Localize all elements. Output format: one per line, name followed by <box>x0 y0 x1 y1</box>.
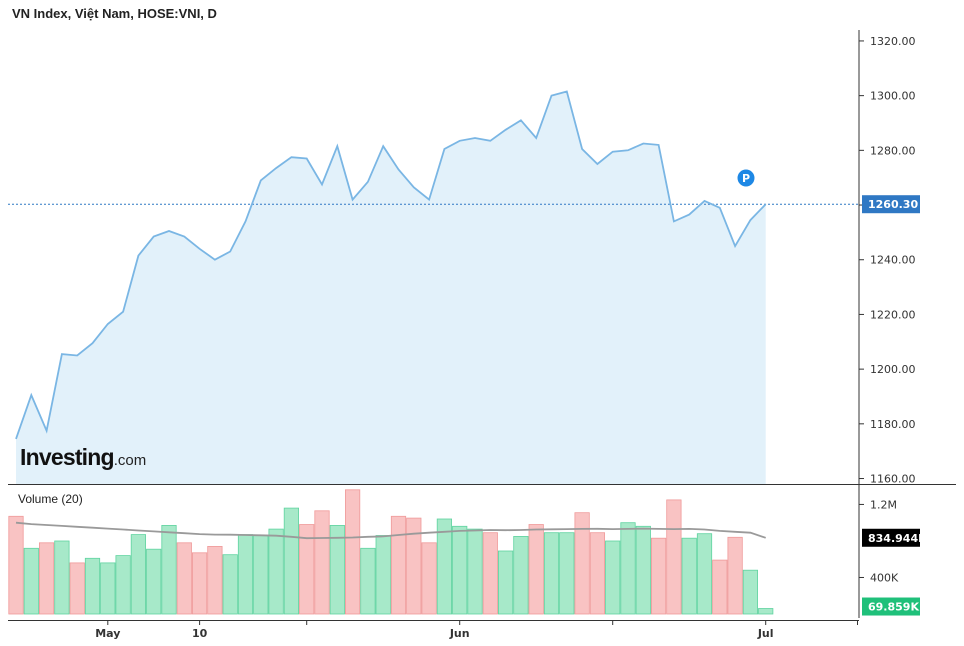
time-axis: May 10 Jun Jul <box>95 621 858 640</box>
volume-bar <box>467 528 483 615</box>
volume-bar <box>742 569 759 615</box>
volume-bar <box>360 547 376 615</box>
volume-bar <box>452 525 468 615</box>
volume-bar <box>115 555 131 615</box>
volume-bar <box>574 512 590 615</box>
volume-bar <box>39 542 55 615</box>
volume-bar <box>436 518 453 615</box>
volume-ma-tag[interactable]: 834.944K <box>862 528 927 547</box>
price-tick-label: 1160.00 <box>870 473 916 486</box>
volume-bar <box>620 522 636 615</box>
volume-bar <box>54 540 70 615</box>
volume-bar <box>406 517 422 615</box>
volume-bar <box>666 499 682 615</box>
price-tick-label: 1220.00 <box>870 308 916 321</box>
volume-bar <box>528 524 544 615</box>
volume-bar <box>222 554 238 615</box>
price-pane <box>8 90 859 484</box>
volume-bar <box>268 528 284 615</box>
p-badge-circle <box>737 169 755 187</box>
volume-bar <box>727 536 743 615</box>
volume-bar <box>513 536 529 615</box>
time-tick-label: 10 <box>192 627 208 640</box>
price-tick-label: 1320.00 <box>870 35 916 48</box>
volume-bar <box>651 537 667 615</box>
price-area <box>16 91 766 484</box>
volume-bar <box>605 540 621 615</box>
p-badge-icon[interactable]: P <box>737 169 755 187</box>
volume-bar <box>696 533 713 615</box>
volume-bar <box>283 507 300 615</box>
volume-bar <box>712 559 728 615</box>
volume-bar <box>758 608 774 615</box>
volume-bar <box>482 532 498 615</box>
p-badge-label: P <box>742 172 750 185</box>
volume-bar <box>314 510 330 615</box>
volume-bar <box>635 525 651 615</box>
volume-bar <box>207 546 223 615</box>
volume-ma-tag-label: 834.944K <box>868 532 927 545</box>
volume-tick-label: 1.2M <box>870 498 897 511</box>
volume-pane <box>8 489 774 615</box>
last-price-tag[interactable]: 1260.30 <box>862 195 920 214</box>
volume-bar <box>681 537 697 615</box>
chart-title: VN Index, Việt Nam, HOSE:VNI, D <box>12 6 217 21</box>
last-volume-tag-box <box>862 597 920 616</box>
volume-ma-tag-box <box>862 528 920 547</box>
volume-bar <box>69 562 85 615</box>
investing-logo: Investing .com <box>20 444 146 471</box>
volume-bar <box>84 557 101 615</box>
volume-bar <box>237 534 254 615</box>
volume-pane-title: Volume (20) <box>18 492 83 506</box>
volume-bar <box>100 562 116 615</box>
volume-bar <box>589 532 606 615</box>
price-line <box>15 90 767 440</box>
volume-tick-label: 400K <box>870 571 899 584</box>
volume-bar <box>390 515 407 615</box>
volume-bar <box>253 535 269 615</box>
price-tick-label: 1240.00 <box>870 254 916 267</box>
volume-bar <box>299 524 315 615</box>
time-tick-label: Jul <box>757 627 774 640</box>
volume-bar <box>8 515 24 615</box>
price-tick-label: 1300.00 <box>870 90 916 103</box>
price-tick-label: 1180.00 <box>870 418 916 431</box>
volume-bar <box>344 489 361 615</box>
logo-main-text: Investing <box>20 444 115 470</box>
volume-bar <box>23 547 39 615</box>
volume-axis: 400K 1.2M <box>859 498 899 584</box>
volume-bar <box>161 525 177 615</box>
volume-ma-line <box>15 521 766 540</box>
logo-domain-text: .com <box>113 452 147 469</box>
volume-bar <box>559 532 575 615</box>
volume-bar <box>497 550 514 615</box>
last-price-tag-label: 1260.30 <box>868 198 918 211</box>
time-tick-label: Jun <box>449 627 470 640</box>
volume-bar <box>329 525 345 615</box>
price-axis: 1160.00 1180.00 1200.00 1220.00 1240.00 1260.… <box>859 35 916 486</box>
price-tick-label: 1280.00 <box>870 144 916 157</box>
volume-bar <box>421 542 437 615</box>
volume-bar <box>191 552 208 615</box>
volume-bar <box>543 532 560 615</box>
last-volume-tag[interactable]: 69.859K <box>862 597 920 616</box>
last-price-tag-box <box>862 195 920 214</box>
volume-bar <box>375 535 391 615</box>
value-tags[interactable]: 1260.30 834.944K 69.859K P <box>737 169 928 616</box>
price-tick-label: 1200.00 <box>870 363 916 376</box>
volume-bar <box>176 542 192 615</box>
last-volume-tag-label: 69.859K <box>868 601 919 614</box>
volume-bar <box>146 548 162 615</box>
time-tick-label: May <box>95 627 120 640</box>
volume-bar <box>130 534 146 615</box>
